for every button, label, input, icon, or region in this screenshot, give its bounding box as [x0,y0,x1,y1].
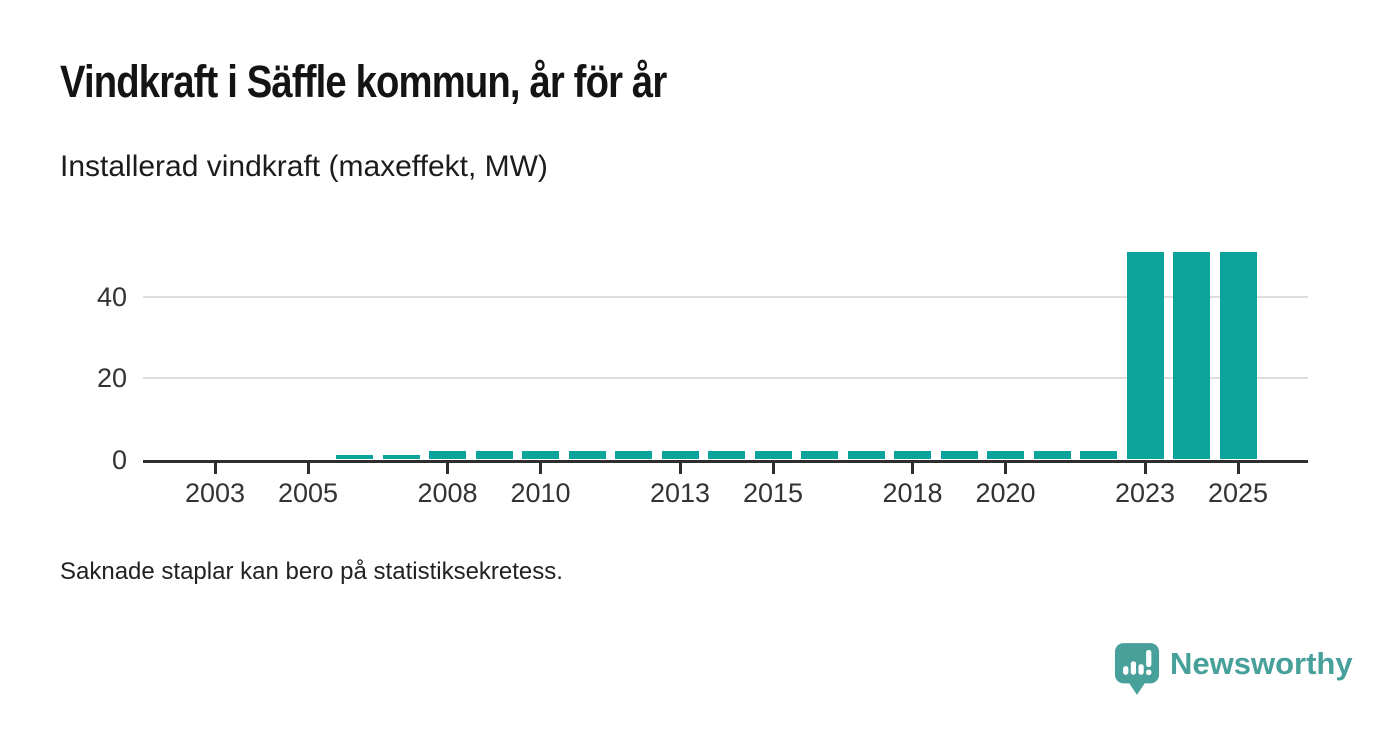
footnote: Saknade staplar kan bero på statistiksek… [60,558,563,585]
bar-2014 [708,450,745,460]
x-axis-label-2005: 2005 [277,478,339,508]
bar-2023 [1126,252,1164,460]
x-axis-label-2015: 2015 [742,478,804,508]
x-axis-label-2010: 2010 [510,478,571,508]
x-axis-line [143,459,1308,463]
bar-2010 [522,450,559,460]
newsworthy-logo: Newsworthy [1114,642,1353,696]
x-tick-2025 [1236,462,1240,474]
x-axis-label-2003: 2003 [184,478,246,508]
bar-2020 [987,451,1024,460]
x-tick-2020 [1004,462,1007,474]
bar-2009 [475,450,513,460]
newsworthy-logo-text: Newsworthy [1170,646,1353,681]
bar-2007 [382,454,420,460]
x-tick-2013 [678,462,682,474]
bar-2024 [1173,252,1210,460]
x-axis-label-2018: 2018 [882,478,943,508]
bar-2021 [1033,451,1071,460]
x-tick-2008 [446,462,449,474]
x-axis-label-2013: 2013 [649,478,711,508]
x-tick-2010 [539,462,542,474]
x-tick-2003 [213,462,217,474]
bar-2008 [429,450,466,460]
bar-2013 [661,450,699,460]
gridline-20 [143,377,1308,380]
bar-2012 [615,450,652,460]
newsworthy-speech-bubble-chart-icon [1114,643,1160,695]
x-axis-label-2025: 2025 [1207,478,1269,508]
chart-title: Vindkraft i Säffle kommun, år för år [60,56,667,107]
y-axis-label-40: 40 [96,282,127,313]
x-axis-label-2023: 2023 [1114,478,1176,508]
x-tick-2018 [911,462,914,474]
bar-2017 [847,450,885,460]
x-axis-label-2020: 2020 [975,478,1036,508]
bar-2019 [940,451,978,460]
x-tick-2005 [306,462,310,474]
x-tick-2023 [1143,462,1147,474]
chart-subtitle: Installerad vindkraft (maxeffekt, MW) [60,150,548,183]
x-tick-2015 [771,462,775,474]
bar-2018 [894,450,931,460]
bar-2016 [801,450,838,460]
bar-2015 [754,450,792,460]
gridline-40 [143,296,1308,299]
bar-2025 [1219,252,1257,460]
y-axis-label-20: 20 [96,363,127,394]
y-axis-label-0: 0 [111,444,127,475]
bar-2022 [1080,451,1117,460]
bar-2011 [568,450,606,460]
x-axis-label-2008: 2008 [417,478,478,508]
bar-2006 [336,454,373,460]
